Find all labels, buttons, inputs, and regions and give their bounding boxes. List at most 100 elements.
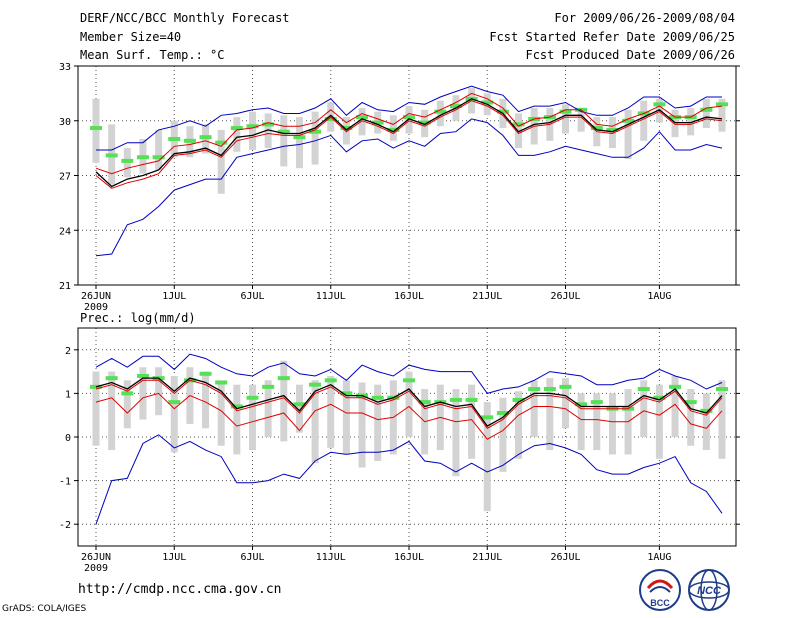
member-range-box [562,378,569,429]
x-tick-label: 1JUL [162,552,186,563]
member-mark [121,391,134,396]
member-mark [90,126,102,131]
member-mark [105,153,118,158]
member-mark [434,109,447,114]
member-mark [371,395,384,400]
member-range-box [687,389,695,446]
member-mark [403,378,415,383]
source-url[interactable]: http://cmdp.ncc.cma.gov.cn [78,582,282,597]
member-range-box [358,382,366,468]
member-mark [700,107,713,112]
x-tick-label: 11JUL [316,552,346,563]
member-range-box [452,389,460,477]
member-range-box [718,98,726,132]
series-line-max [96,85,722,151]
member-range-box [233,117,241,152]
member-mark [215,380,228,385]
member-range-box [655,98,663,123]
bcc-logo-icon: BCC [639,569,681,611]
member-range-box [217,380,225,446]
member-mark [277,376,290,381]
series-line-ensemble-median [95,379,723,429]
member-range-box [249,111,256,150]
x-tick-label: 1JUL [162,291,186,302]
member-range-box [546,378,554,451]
member-range-box [202,371,210,429]
member-range-box [92,371,100,446]
x-tick-label: 6JUL [240,552,264,563]
y-tick-label: 27 [59,172,71,183]
member-range-box [342,117,350,145]
series-line-ensemble-median [95,100,723,189]
member-mark [136,155,149,160]
member-mark [700,408,713,413]
member-mark [606,127,619,132]
member-range-box [624,109,632,160]
member-mark [418,400,431,405]
member-range-box [327,375,335,448]
member-mark [277,129,290,134]
y-tick-label: 30 [59,117,71,128]
member-range-box [264,113,272,149]
member-range-box [718,380,726,459]
member-range-box [155,367,163,416]
member-range-box [280,360,288,442]
member-range-box [295,117,303,169]
member-mark [481,100,494,105]
member-range-box [640,100,648,141]
member-mark [262,384,275,389]
member-mark [716,102,728,107]
bcc-logo-text: BCC [650,598,670,608]
member-mark [465,397,478,402]
member-mark [496,411,509,416]
x-tick-label: 6JUL [240,291,264,302]
member-range-box [483,402,491,512]
member-range-box [577,111,585,132]
member-mark [324,378,337,383]
member-range-box [468,384,476,459]
member-mark [246,395,259,400]
member-range-box [155,129,163,171]
member-mark [669,384,682,389]
member-range-box [608,393,616,455]
member-range-box [92,98,100,163]
member-mark [230,404,243,409]
member-mark [371,120,384,125]
x-tick-label: 26JUL [550,291,580,302]
series-line-min [95,118,723,257]
member-mark [403,115,415,120]
member-range-box [702,98,710,129]
y-tick-label: 0 [65,433,71,444]
member-range-box [358,107,366,136]
member-mark [293,135,306,140]
member-mark [324,116,337,121]
member-range-box [295,384,303,433]
series-line-min [95,434,723,525]
member-range-box [249,384,256,451]
series-line-ensemble-mean [95,98,723,188]
member-range-box [139,367,147,420]
member-mark [496,109,509,114]
member-mark [168,137,181,141]
member-size: Member Size=40 [80,30,182,44]
member-mark [512,397,525,402]
member-range-box [233,384,241,455]
precipitation-title: Prec.: log(mm/d) [80,311,196,325]
series-line-ensemble-mean [95,377,723,427]
member-range-box [280,115,288,167]
member-mark [293,402,306,407]
member-mark [590,400,603,405]
member-mark [449,104,462,109]
member-mark [575,402,588,407]
member-mark [309,382,322,387]
member-range-box [671,375,679,437]
series-line-max [95,353,723,394]
member-range-box [405,106,413,134]
member-mark [230,126,243,131]
member-mark [653,395,666,400]
x-tick-sublabel: 2009 [84,563,108,574]
member-range-box [374,384,382,461]
member-mark [356,115,369,120]
member-mark [199,371,212,376]
